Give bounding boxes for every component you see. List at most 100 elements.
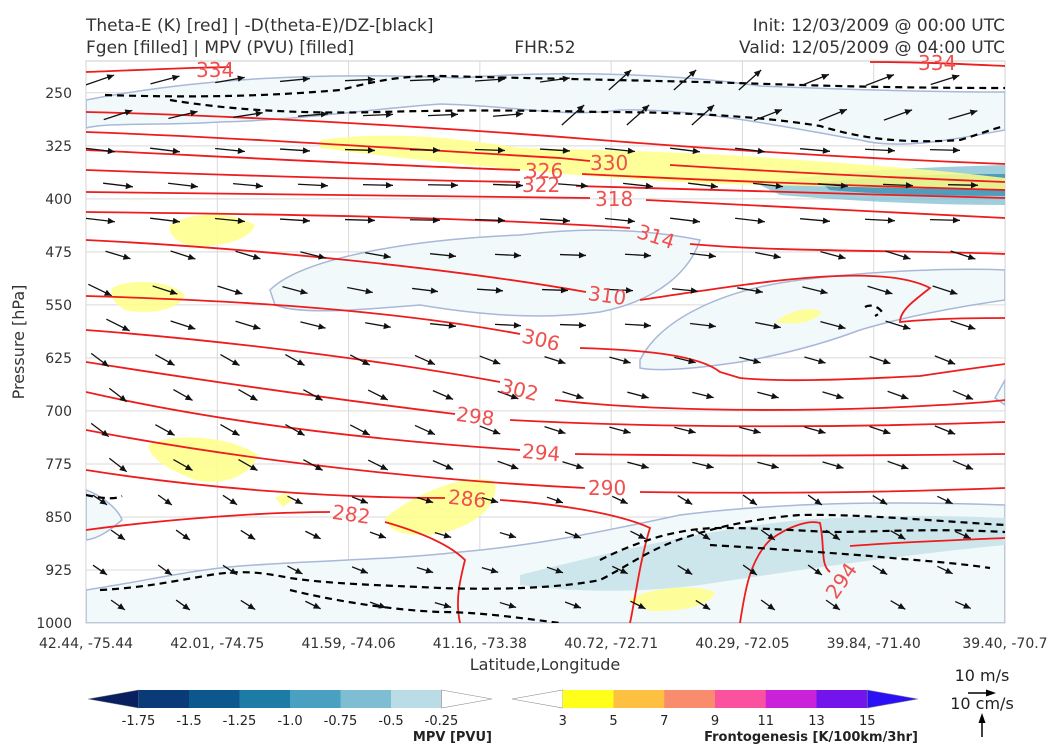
fgen-filled [111,135,1005,612]
y-tick-label: 250 [45,86,72,102]
contour-label-282: 282 [331,500,372,529]
wind-arrow [627,461,649,470]
wind-arrow [825,529,841,541]
wind-arrow [557,182,589,189]
colorbar-segment [562,690,614,708]
colorbar-tick-label: 15 [859,714,876,729]
wind-arrow [300,321,326,330]
wind-arrow [351,566,369,574]
wind-arrow [564,601,582,609]
contour-label-334-left: 334 [196,58,234,82]
dthetae-lower-b [599,526,1005,561]
mpv-darker-band [520,515,1005,591]
wind-arrow [677,565,693,575]
wind-arrow [367,389,389,401]
wind-arrow [738,69,762,91]
wind-arrow [692,461,714,470]
wind-arrow [934,425,956,435]
wind-arrow [817,182,849,189]
wind-arrow [92,564,108,576]
wind-arrow [626,104,650,126]
wind-arrow [934,355,956,365]
wind-arrow [802,286,828,295]
wind-arrow [737,287,763,295]
theta-e-contours [86,61,1005,623]
wind-arrow [279,147,311,154]
wind-arrow [344,217,376,224]
wind-arrow [427,181,459,189]
wind-arrow [432,460,454,470]
wind-arrow [867,285,893,295]
wind-arrow [561,104,585,126]
wind-arrow [688,182,718,190]
wind-arrow [739,356,761,365]
wind-arrow [609,356,631,365]
wind-arrow [494,252,522,259]
wind-arrow [864,147,896,154]
wind-arrow [735,217,765,225]
colorbar-arrow-right [441,689,493,709]
dthetae-mid-right [864,304,884,317]
x-tick-label: 42.44, -75.44 [39,636,133,652]
colorbar-tick-label: -0.5 [378,714,403,729]
wind-arrow [695,599,711,611]
quiver-key-vertical-label: 10 cm/s [950,694,1014,713]
wind-arrow [623,182,653,190]
contour-label-298: 298 [455,402,496,431]
wind-arrow [152,285,178,295]
colorbar-tick-label: -0.75 [324,714,358,729]
wind-arrow [362,181,394,189]
wind-arrow [347,286,373,295]
dthetae-upper-b [169,98,1005,143]
wind-arrow [409,216,441,224]
colorbar-segment [664,690,716,708]
wind-arrow [497,390,519,400]
wind-arrow [220,353,240,367]
wind-arrow [735,147,765,155]
y-tick-label: 625 [45,351,72,367]
wind-arrow [930,74,960,86]
wind-arrow [157,494,173,506]
wind-arrow [937,565,953,575]
wind-arrow [215,147,245,154]
fgen-region-b [111,281,185,312]
contour-label-290: 290 [588,476,626,500]
wind-arrow [86,217,115,225]
wind-arrow [86,74,115,86]
wind-arrow [297,111,329,118]
wind-arrow [544,356,566,365]
colorbar-segment [391,690,442,708]
wind-arrow [150,147,180,155]
fgen-region-a [169,214,255,247]
x-tick-label: 39.84, -71.40 [827,636,921,652]
contour-label-294: 294 [521,439,561,466]
title-left-line2: Fgen [filled] | MPV (PVU) [filled] [86,38,354,58]
theta-e-334-left [86,66,231,73]
colorbar-tick-label: -1.5 [176,714,201,729]
theta-e-314 [86,211,1005,255]
wind-arrow [173,389,193,401]
quiver-key-vertical-arrow [978,713,986,737]
wind-arrow [222,564,238,576]
wind-arrow [742,564,758,576]
y-axis-label: Pressure [hPa] [9,285,28,400]
contour-label-330: 330 [590,151,628,175]
wind-arrow [150,74,180,85]
wind-arrow [670,147,700,155]
colorbar-segment [138,690,190,708]
wind-arrow [434,531,452,539]
fgen-region-f [775,309,822,324]
y-tick-label: 475 [45,245,72,261]
x-tick-label: 39.40, -70.7 [962,636,1047,652]
contour-label-322: 322 [522,173,560,197]
wind-arrow [409,76,441,83]
wind-arrow [887,460,909,470]
x-tick-label: 41.16, -73.38 [433,636,527,652]
wind-arrow [695,529,711,541]
wind-arrow [608,69,632,91]
wind-arrow [869,425,891,435]
fgen-colorbar-label: Frontogenesis [K/100km/3hr] [704,730,918,745]
wind-arrow [742,494,758,506]
wind-arrow [222,494,238,506]
